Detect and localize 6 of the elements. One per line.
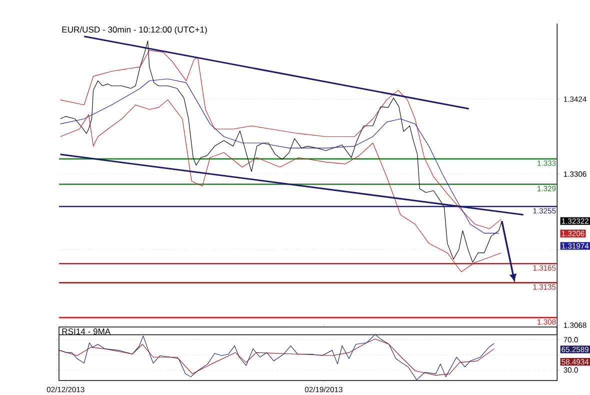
line-series bbox=[60, 50, 502, 229]
chart-title: EUR/USD - 30min - 10:12:00 (UTC+1) bbox=[62, 26, 207, 34]
line-series bbox=[60, 40, 502, 262]
line-series bbox=[60, 78, 500, 234]
chart-title: RSI14 - 9MA bbox=[62, 328, 111, 334]
line-series bbox=[60, 99, 502, 272]
